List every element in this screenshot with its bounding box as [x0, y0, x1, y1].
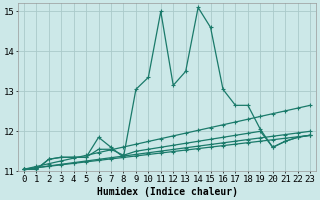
- X-axis label: Humidex (Indice chaleur): Humidex (Indice chaleur): [97, 186, 237, 197]
